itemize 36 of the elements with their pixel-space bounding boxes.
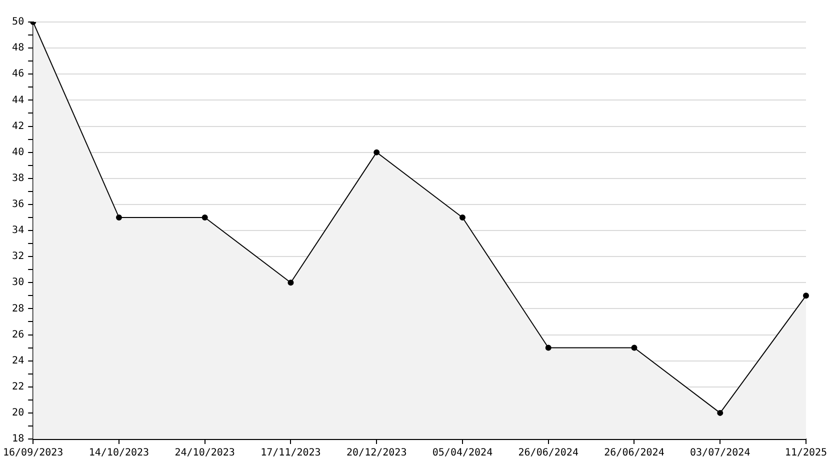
point xyxy=(374,149,380,156)
x-tick-label: 14/10/2023 xyxy=(88,448,150,459)
point xyxy=(717,410,724,416)
point xyxy=(631,344,638,351)
y-tick-label: 44 xyxy=(12,94,24,106)
y-tick-label: 32 xyxy=(12,251,24,262)
point xyxy=(459,214,466,220)
y-tick-label: 34 xyxy=(12,225,24,236)
y-tick-label: 38 xyxy=(12,172,24,184)
y-tick-label: 48 xyxy=(12,42,24,54)
x-tick-label: 20/12/2023 xyxy=(346,448,407,459)
y-tick-label: 40 xyxy=(12,146,24,158)
x-tick-label: 03/07/2024 xyxy=(690,448,750,459)
y-tick-label: 18 xyxy=(12,434,24,445)
x-tick-label: 05/04/2024 xyxy=(432,448,493,459)
y-tick-label: 42 xyxy=(12,120,24,132)
point xyxy=(202,214,208,220)
x-tick-label: 24/10/2023 xyxy=(174,448,235,459)
y-tick-label: 30 xyxy=(12,277,24,288)
y-tick-label: 28 xyxy=(12,303,24,314)
x-tick-label: 16/09/2023 xyxy=(2,448,64,459)
y-tick-label: 22 xyxy=(12,381,24,392)
point xyxy=(288,280,294,286)
y-tick-label: 24 xyxy=(12,355,24,366)
y-tick-label: 50 xyxy=(12,16,24,28)
x-tick-label: 26/06/2024 xyxy=(518,448,578,459)
point xyxy=(116,214,122,220)
y-tick-label: 26 xyxy=(12,329,24,340)
point xyxy=(545,344,552,351)
x-tick-label: 26/06/2024 xyxy=(604,448,664,459)
x-tick-label: 11/2025 xyxy=(784,448,828,459)
y-tick-label: 36 xyxy=(12,199,24,210)
point xyxy=(803,292,809,299)
x-tick-label: 17/11/2023 xyxy=(260,448,321,459)
y-tick-label: 20 xyxy=(12,408,24,419)
y-tick-label: 46 xyxy=(12,68,24,80)
